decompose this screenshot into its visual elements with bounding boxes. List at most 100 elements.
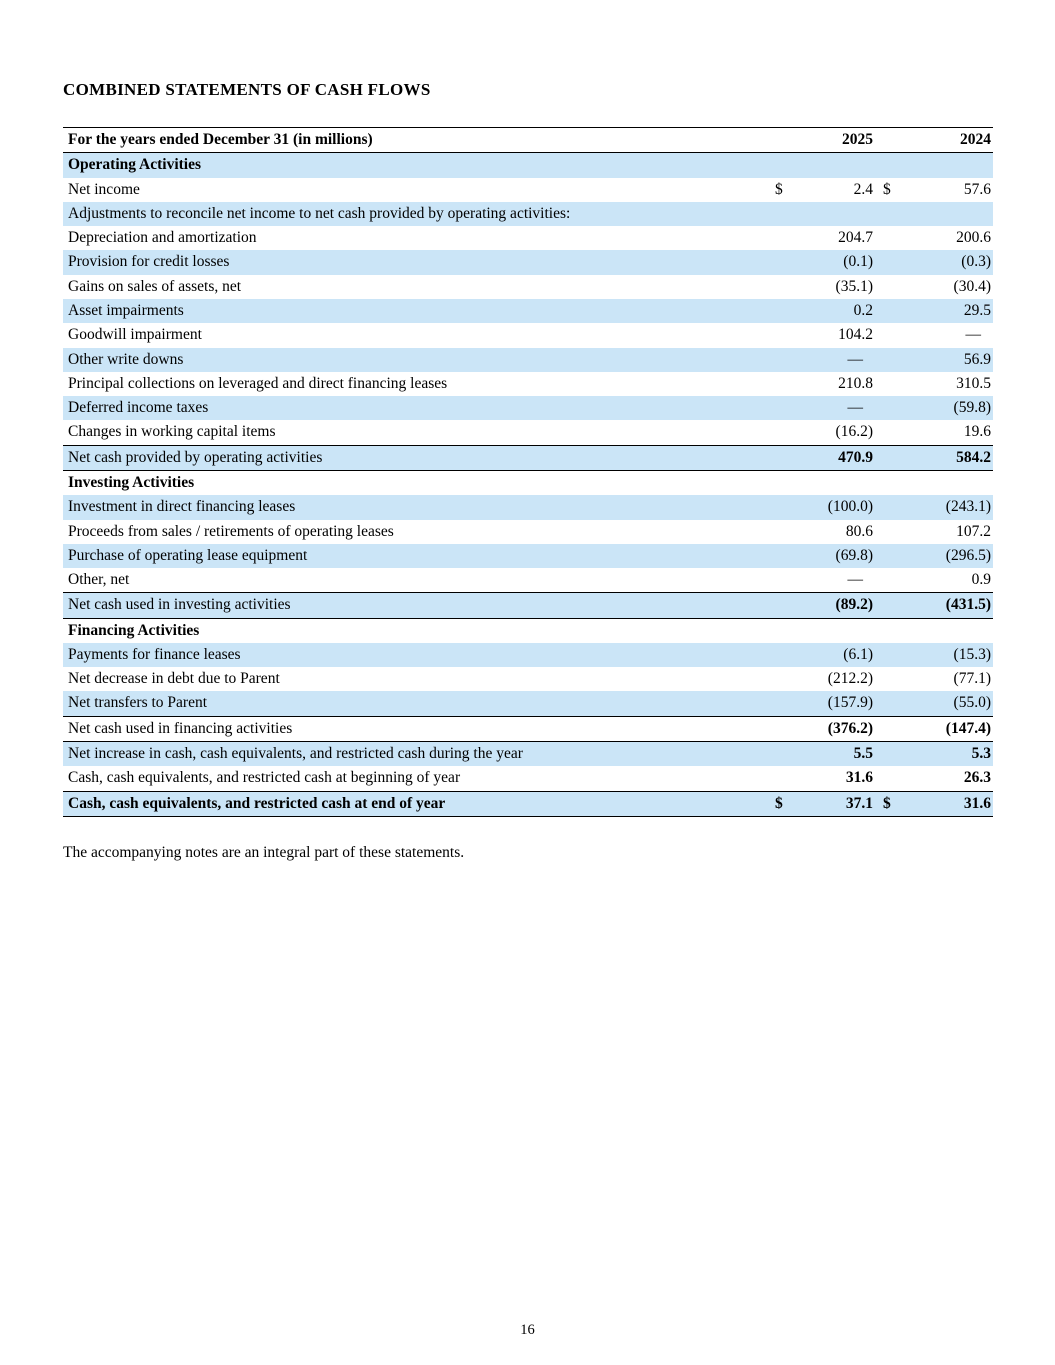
row-label: Payments for finance leases xyxy=(68,645,241,663)
value-2025: 470.9 xyxy=(838,448,873,466)
value-2025: 104.2 xyxy=(838,326,873,344)
table-header-label: For the years ended December 31 (in mill… xyxy=(63,126,767,154)
cashflow-table-body: Operating Activities Net income $ 2.4 $ … xyxy=(63,152,993,817)
value-2024: 584.2 xyxy=(956,448,991,466)
value-2024: (30.4) xyxy=(953,277,991,295)
value-2024: (0.3) xyxy=(961,253,991,271)
table-row: Principal collections on leveraged and d… xyxy=(63,372,993,396)
value-2025: 5.5 xyxy=(853,745,873,763)
value-2025: (89.2) xyxy=(835,596,873,614)
row-label: Gains on sales of assets, net xyxy=(68,277,242,295)
row-label: Net income xyxy=(68,180,140,198)
value-2025: (157.9) xyxy=(827,694,873,712)
value-2024: 31.6 xyxy=(963,794,991,812)
value-2024: 29.5 xyxy=(963,301,991,319)
value-2024: 200.6 xyxy=(956,229,991,247)
value-2024: 57.6 xyxy=(963,180,991,198)
value-2024: 19.6 xyxy=(963,423,991,441)
row-label: Goodwill impairment xyxy=(68,326,202,344)
value-2025: — xyxy=(847,399,864,417)
row-label: Other, net xyxy=(68,571,130,589)
table-row: Proceeds from sales / retirements of ope… xyxy=(63,520,993,544)
table-row: Net income $ 2.4 $ 57.6 xyxy=(63,178,993,202)
dollar-sign-2024: $ xyxy=(883,180,891,198)
table-row: Cash, cash equivalents, and restricted c… xyxy=(63,790,993,817)
value-2024: (15.3) xyxy=(953,645,991,663)
table-row: Net increase in cash, cash equivalents, … xyxy=(63,741,993,767)
table-row: Net cash used in financing activities (3… xyxy=(63,715,993,743)
value-2025: 204.7 xyxy=(838,229,873,247)
row-label: Proceeds from sales / retirements of ope… xyxy=(68,522,394,540)
value-2024: (147.4) xyxy=(945,719,991,737)
row-label: Depreciation and amortization xyxy=(68,229,257,247)
row-label: Net decrease in debt due to Parent xyxy=(68,670,280,688)
dollar-sign-2025: $ xyxy=(775,180,783,198)
value-2025: (100.0) xyxy=(827,498,873,516)
row-label: Deferred income taxes xyxy=(68,399,209,417)
value-2025: 0.2 xyxy=(853,301,873,319)
value-2025: (212.2) xyxy=(827,670,873,688)
value-2025: 80.6 xyxy=(845,522,873,540)
value-2024: 310.5 xyxy=(956,374,991,392)
value-2024: 5.3 xyxy=(971,745,991,763)
value-2024: 56.9 xyxy=(963,350,991,368)
table-row: Net decrease in debt due to Parent (212.… xyxy=(63,667,993,691)
value-2025: (69.8) xyxy=(835,546,873,564)
value-2024: 26.3 xyxy=(963,769,991,787)
value-2025: 31.6 xyxy=(845,769,873,787)
table-row: Purchase of operating lease equipment (6… xyxy=(63,543,993,569)
table-row: Payments for finance leases (6.1) (15.3) xyxy=(63,642,993,668)
value-2025: 37.1 xyxy=(845,794,873,812)
column-header-2025: 2025 xyxy=(791,126,875,154)
value-2025: 2.4 xyxy=(853,180,873,198)
row-label: Investing Activities xyxy=(68,473,195,491)
column-header-2024: 2024 xyxy=(909,126,993,154)
row-label: Net increase in cash, cash equivalents, … xyxy=(68,745,523,763)
row-label: Principal collections on leveraged and d… xyxy=(68,374,448,392)
value-2024: (55.0) xyxy=(953,694,991,712)
table-row: Goodwill impairment 104.2 — xyxy=(63,323,993,347)
row-label: Net cash provided by operating activitie… xyxy=(68,448,323,466)
row-label: Provision for credit losses xyxy=(68,253,230,271)
row-label: Cash, cash equivalents, and restricted c… xyxy=(68,794,446,812)
value-2024: (59.8) xyxy=(953,399,991,417)
row-label: Changes in working capital items xyxy=(68,423,276,441)
value-2025: (16.2) xyxy=(835,423,873,441)
value-2024: (77.1) xyxy=(953,670,991,688)
row-label: Cash, cash equivalents, and restricted c… xyxy=(68,769,461,787)
value-2025: (35.1) xyxy=(835,277,873,295)
table-row: Changes in working capital items (16.2) … xyxy=(63,420,993,445)
table-row: Other, net — 0.9 xyxy=(63,568,993,593)
row-label: Asset impairments xyxy=(68,301,184,319)
table-row: Deferred income taxes — (59.8) xyxy=(63,396,993,421)
row-label: Financing Activities xyxy=(68,621,200,639)
row-label: Net cash used in financing activities xyxy=(68,719,293,737)
footnote: The accompanying notes are an integral p… xyxy=(63,843,465,861)
row-label: Net cash used in investing activities xyxy=(68,596,291,614)
value-2024: (243.1) xyxy=(945,498,991,516)
row-label: Adjustments to reconcile net income to n… xyxy=(68,204,571,222)
row-label: Investment in direct financing leases xyxy=(68,498,296,516)
row-label: Purchase of operating lease equipment xyxy=(68,546,308,564)
value-2024: (296.5) xyxy=(945,546,991,564)
table-row: Net cash used in investing activities (8… xyxy=(63,592,993,619)
value-2024: 0.9 xyxy=(971,571,991,589)
document-page: COMBINED STATEMENTS OF CASH FLOWS For th… xyxy=(63,80,993,862)
table-row: Other write downs — 56.9 xyxy=(63,347,993,372)
value-2024: — xyxy=(965,326,982,344)
page-title: COMBINED STATEMENTS OF CASH FLOWS xyxy=(63,80,431,99)
value-2025: — xyxy=(847,571,864,589)
value-2024: (431.5) xyxy=(945,596,991,614)
spacer-cell xyxy=(875,126,909,154)
table-row: Asset impairments 0.2 29.5 xyxy=(63,298,993,324)
dollar-sign-2025: $ xyxy=(775,794,783,812)
row-label: Net transfers to Parent xyxy=(68,694,208,712)
table-row: Cash, cash equivalents, and restricted c… xyxy=(63,766,993,791)
table-header-row: For the years ended December 31 (in mill… xyxy=(63,126,993,154)
table-row: Provision for credit losses (0.1) (0.3) xyxy=(63,250,993,275)
value-2025: — xyxy=(847,350,864,368)
dollar-sign-2024: $ xyxy=(883,794,891,812)
table-row: Depreciation and amortization 204.7 200.… xyxy=(63,226,993,250)
page-number: 16 xyxy=(520,1322,535,1338)
table-row: Net cash provided by operating activitie… xyxy=(63,444,993,471)
